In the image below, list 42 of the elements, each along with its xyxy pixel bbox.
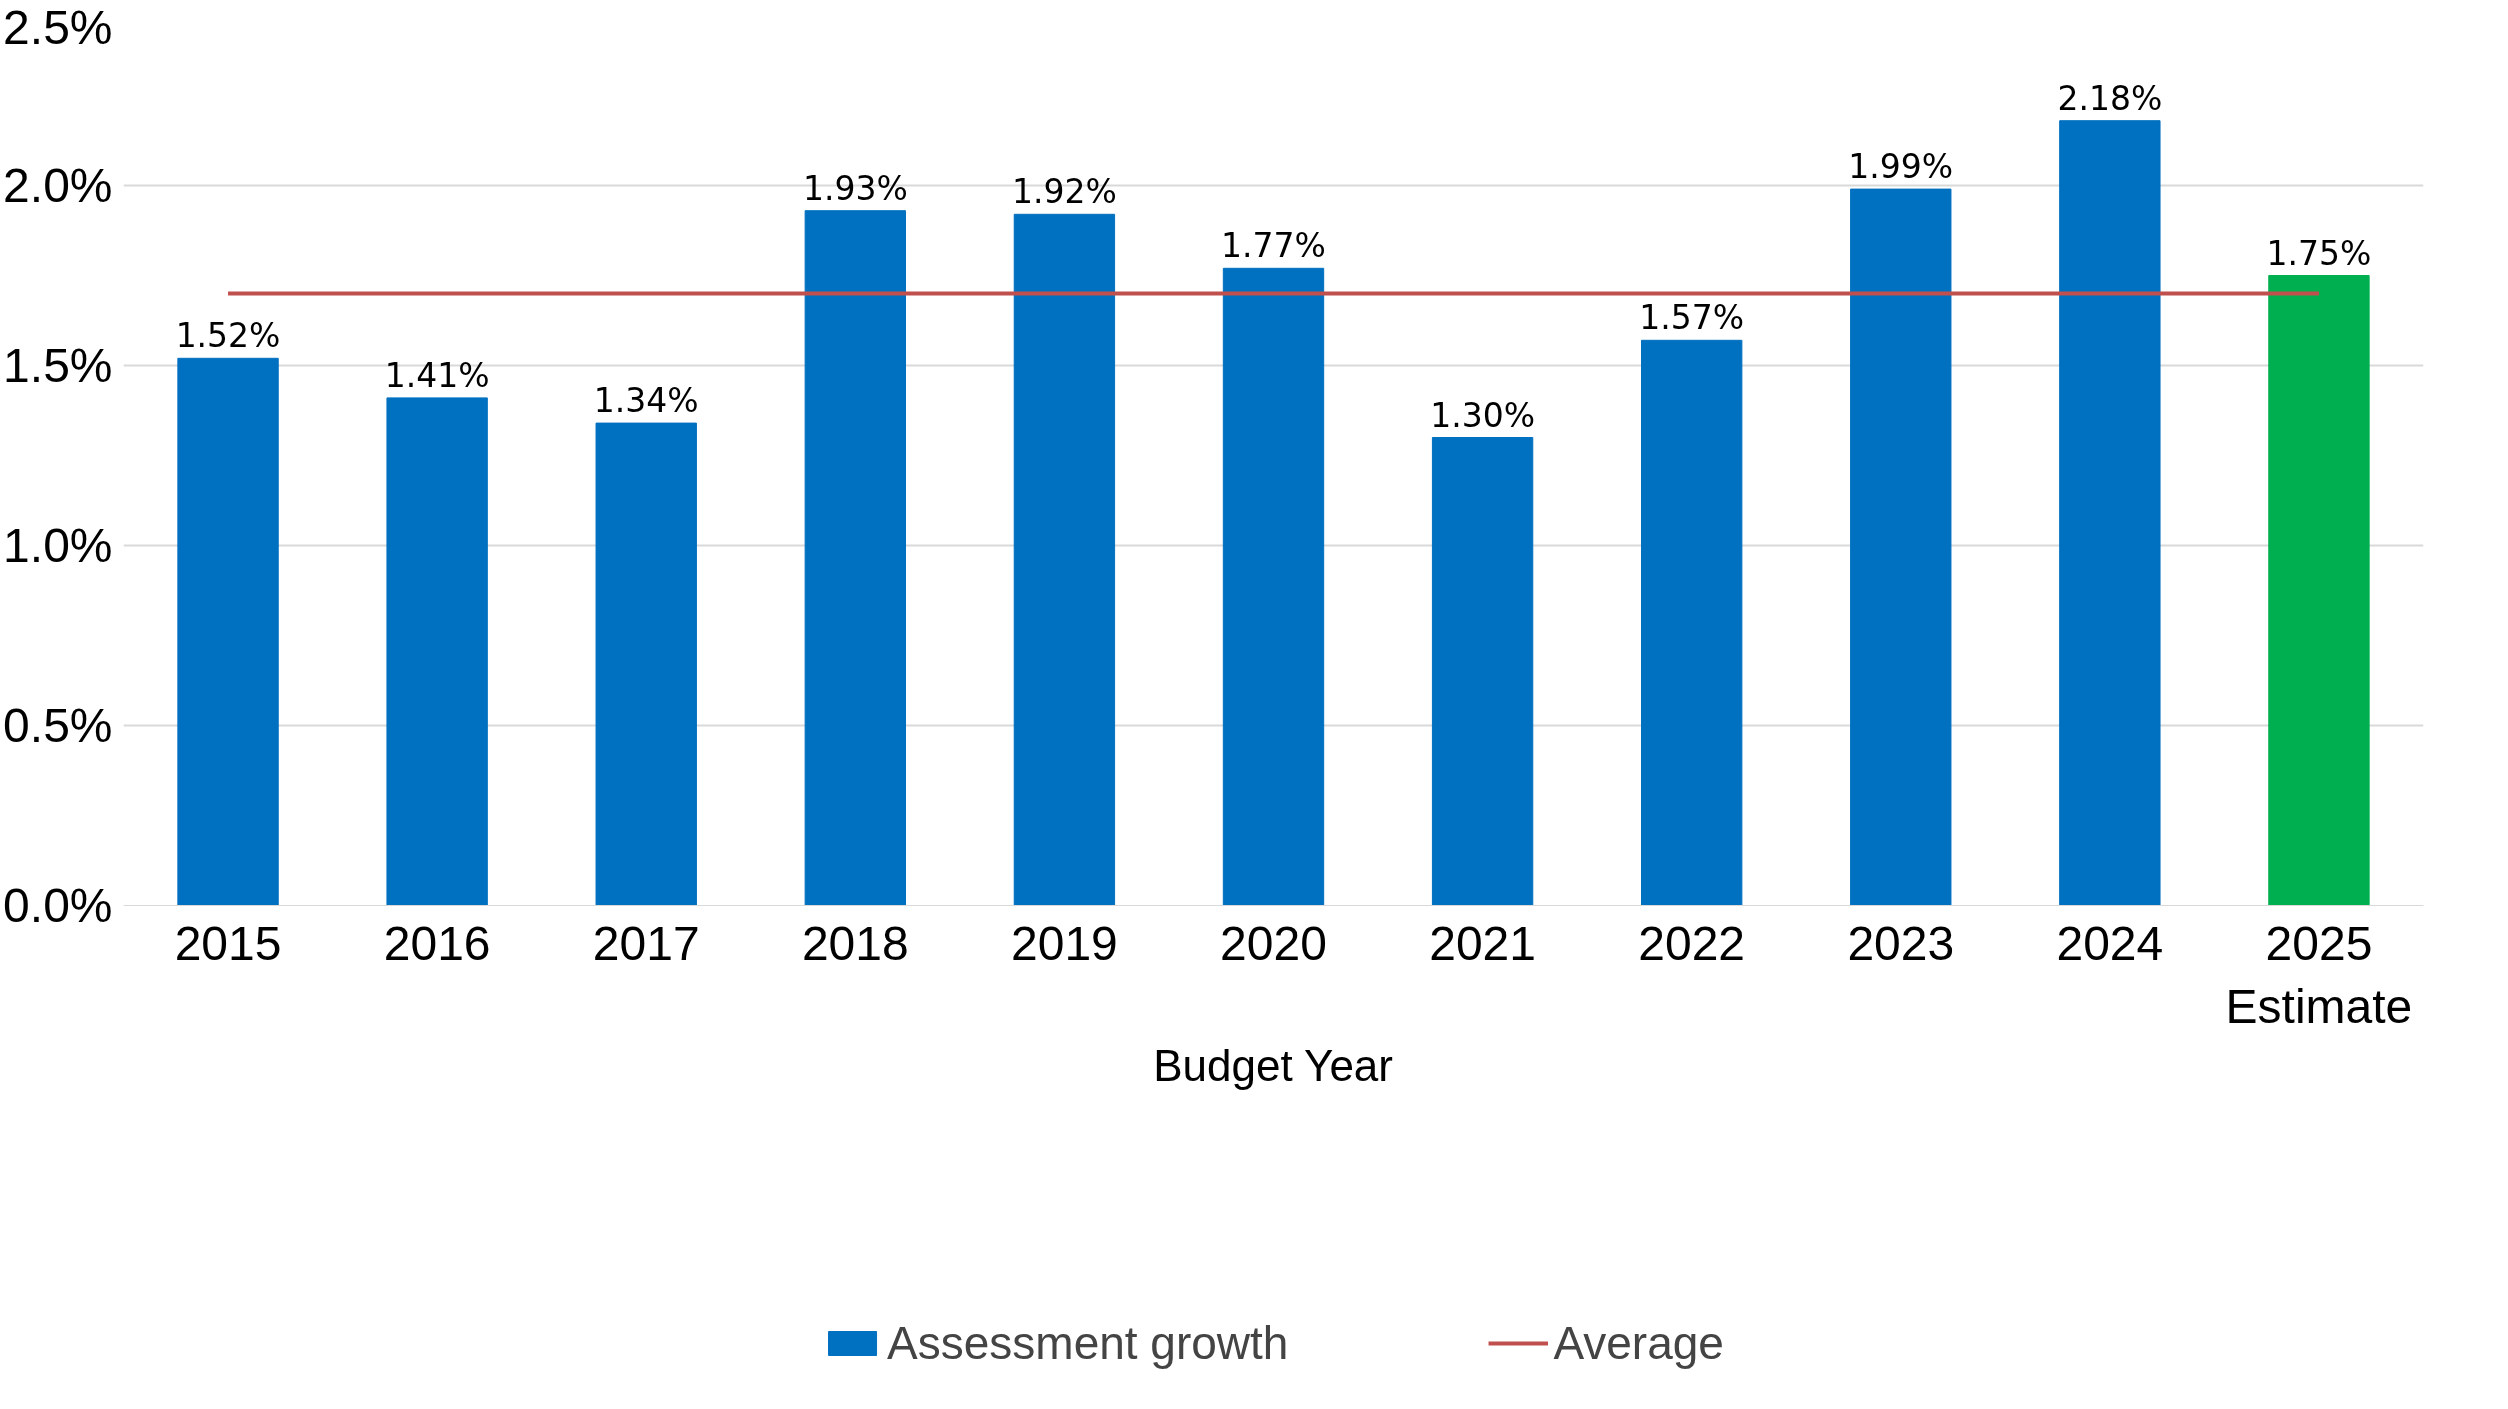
legend-label: Average — [1553, 1316, 1724, 1370]
data-label: 1.77% — [1221, 226, 1326, 266]
x-axis-title: Budget Year — [1153, 1041, 1394, 1091]
bar — [386, 397, 488, 906]
x-tick-label: 2023 — [1847, 916, 1955, 970]
data-label: 1.57% — [1639, 298, 1745, 338]
data-label: 1.75% — [2266, 233, 2372, 273]
x-tick-label: 2025 Estimate — [2225, 916, 2413, 1034]
data-label: 1.93% — [802, 168, 908, 208]
x-tick-label: 2017 — [592, 916, 700, 970]
bar — [1222, 267, 1325, 906]
bar — [595, 422, 697, 906]
bar — [2268, 275, 2370, 906]
x-tick-label: 2016 — [383, 916, 491, 970]
y-tick-label: 2.5% — [3, 0, 113, 54]
y-tick-label: 1.5% — [3, 339, 113, 392]
bar — [2059, 120, 2161, 906]
data-label: 1.52% — [175, 316, 281, 356]
legend-label: Assessment growth — [887, 1316, 1289, 1370]
data-label: 1.34% — [593, 381, 699, 421]
x-tick-label: 2020 — [1220, 916, 1327, 970]
bar — [1431, 437, 1534, 906]
bar — [1850, 188, 1952, 906]
data-label: 1.41% — [384, 355, 490, 395]
bar — [804, 210, 906, 906]
x-tick-label: 2015 — [174, 916, 282, 970]
bar — [177, 357, 279, 906]
x-tick-label: 2022 — [1638, 916, 1746, 970]
data-label: 2.18% — [2057, 78, 2163, 118]
x-tick-label: 2021 — [1429, 916, 1536, 970]
y-tick-label: 0.0% — [3, 879, 113, 932]
y-tick-label: 0.5% — [3, 699, 113, 752]
x-tick-label: 2019 — [1011, 916, 1118, 970]
data-label: 1.92% — [1011, 172, 1117, 212]
data-label: 1.99% — [1848, 147, 1954, 187]
bar — [1013, 213, 1116, 906]
x-tick-label: 2024 — [2056, 916, 2164, 970]
data-label: 1.30% — [1430, 395, 1536, 435]
x-tick-label: 2018 — [801, 916, 909, 970]
bar — [1641, 339, 1743, 906]
y-tick-label: 1.0% — [3, 519, 113, 572]
y-tick-label: 2.0% — [3, 159, 113, 212]
